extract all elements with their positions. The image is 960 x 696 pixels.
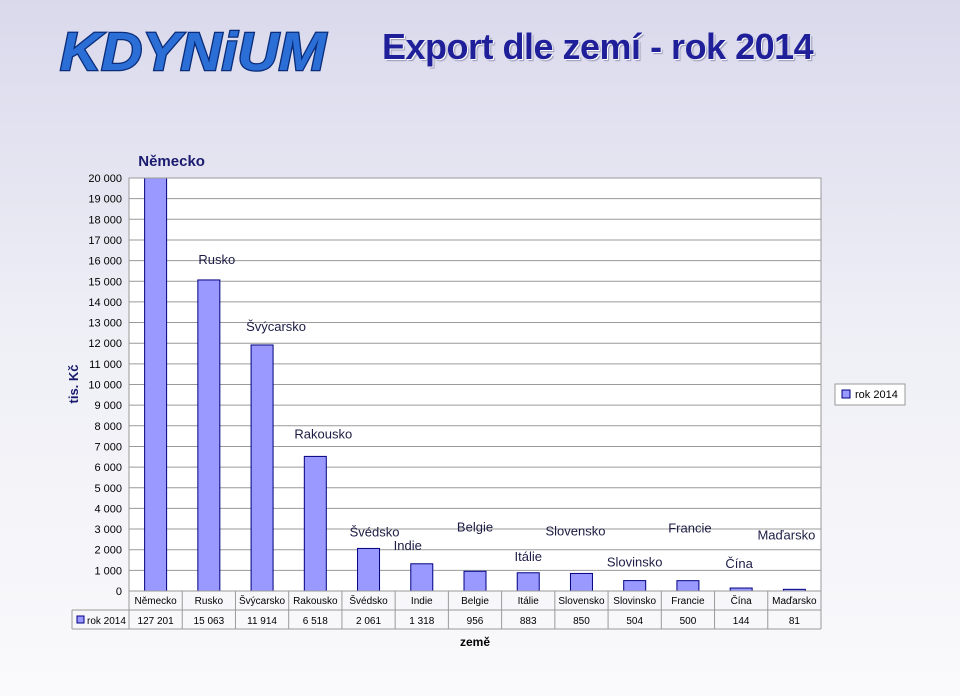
bar-label: Indie	[394, 538, 422, 553]
table-value: 127 201	[138, 616, 175, 627]
data-table: rok 2014 Německo 127 201 Rusko 15 063 Švýcars…	[71, 591, 822, 630]
x-tick-label: Čína	[731, 594, 753, 607]
x-tick-label: Rusko	[195, 596, 224, 607]
x-tick-label: Slovinsko	[613, 596, 656, 607]
table-value: 11 914	[247, 616, 277, 627]
y-tick-label: 5 000	[94, 483, 122, 495]
bar	[463, 570, 487, 592]
x-tick-label: Itálie	[518, 596, 540, 607]
y-tick-label: 9 000	[94, 400, 122, 412]
y-tick-label: 6 000	[94, 462, 122, 474]
bar-labels: Německo Rusko Švýcarsko Rakousko ŠvédskoIndi…	[138, 153, 815, 571]
bar	[357, 547, 381, 592]
table-value: 504	[626, 616, 643, 627]
legend: rok 2014	[834, 383, 906, 406]
y-tick-label: 13 000	[88, 318, 122, 330]
legend-swatch	[841, 389, 851, 399]
y-tick-label: 19 000	[88, 194, 122, 206]
bar-label: Slovinsko	[607, 555, 663, 570]
x-tick-label: Francie	[671, 596, 705, 607]
kdynium-logo: KDYNiUM	[59, 21, 329, 84]
table-value: 956	[467, 616, 484, 627]
y-tick-label: 11 000	[89, 359, 122, 371]
x-tick-label: Indie	[411, 596, 433, 607]
bar	[410, 563, 434, 592]
bar	[197, 279, 221, 592]
y-tick-label: 4 000	[94, 503, 122, 515]
table-legend-swatch	[76, 615, 85, 624]
bar-label: Švédsko	[350, 524, 400, 539]
y-tick-label: 2 000	[94, 545, 122, 557]
y-tick-label: 3 000	[94, 524, 122, 536]
bar	[303, 455, 327, 592]
table-value: 6 518	[303, 616, 328, 627]
x-tick-label: Slovensko	[558, 596, 605, 607]
bar	[569, 572, 593, 592]
table-value: 850	[573, 616, 590, 627]
x-tick-label: Maďarsko	[772, 596, 817, 607]
bar-label: Belgie	[457, 519, 493, 534]
y-tick-label: 16 000	[88, 256, 122, 268]
bar-label: Francie	[668, 521, 711, 536]
y-tick-label: 17 000	[88, 235, 122, 247]
y-tick-label: 8 000	[94, 421, 122, 433]
x-tick-label: Německo	[134, 596, 177, 607]
plot-border	[128, 177, 822, 592]
bar	[676, 580, 700, 592]
x-tick-label: Švédsko	[349, 594, 388, 607]
table-series-name: rok 2014	[87, 616, 126, 627]
table-value: 15 063	[194, 616, 225, 627]
y-tick-label: 1 000	[94, 565, 122, 577]
y-tick-label: 0	[116, 586, 122, 598]
bar-label: Rakousko	[294, 426, 352, 441]
x-tick-label: Rakousko	[293, 596, 338, 607]
bar	[516, 572, 540, 592]
bar-label: Švýcarsko	[246, 319, 306, 334]
table-value: 1 318	[409, 616, 434, 627]
bar-label: Čína	[725, 556, 753, 571]
logo-text: KDYNiUM	[60, 22, 327, 82]
page-title: Export dle zemí - rok 2014	[382, 26, 814, 67]
bar	[623, 580, 647, 592]
bar-label: Slovensko	[545, 523, 605, 538]
table-value: 81	[789, 616, 801, 627]
bar	[250, 344, 274, 592]
y-tick-label: 7 000	[94, 441, 122, 453]
bar-label: Maďarsko	[757, 527, 815, 542]
table-value: 883	[520, 616, 537, 627]
y-tick-label: 14 000	[88, 297, 122, 309]
y-tick-label: 18 000	[88, 214, 122, 226]
bar-label: Itálie	[514, 549, 541, 564]
y-tick-label: 20 000	[88, 173, 122, 185]
bar-label: Německo	[138, 153, 205, 170]
y-tick-label: 12 000	[88, 338, 122, 350]
y-tick-label: 15 000	[88, 276, 122, 288]
plot-area	[128, 177, 822, 592]
bar	[144, 177, 168, 592]
x-tick-label: Belgie	[461, 596, 489, 607]
y-tick-label: 10 000	[88, 380, 122, 392]
y-axis-ticks: 0 1 000 2 000 3 000 4 000 5 000 6 000 7 000 8 00…	[88, 173, 122, 598]
table-value: 2 061	[356, 616, 381, 627]
x-axis-label: země	[460, 635, 490, 649]
legend-box	[834, 383, 906, 406]
legend-label: rok 2014	[855, 389, 898, 401]
bar-label: Rusko	[198, 252, 235, 267]
table-value: 144	[733, 616, 750, 627]
table-value: 500	[680, 616, 697, 627]
x-tick-label: Švýcarsko	[239, 594, 286, 607]
y-axis-label: tis. Kč	[66, 364, 81, 403]
